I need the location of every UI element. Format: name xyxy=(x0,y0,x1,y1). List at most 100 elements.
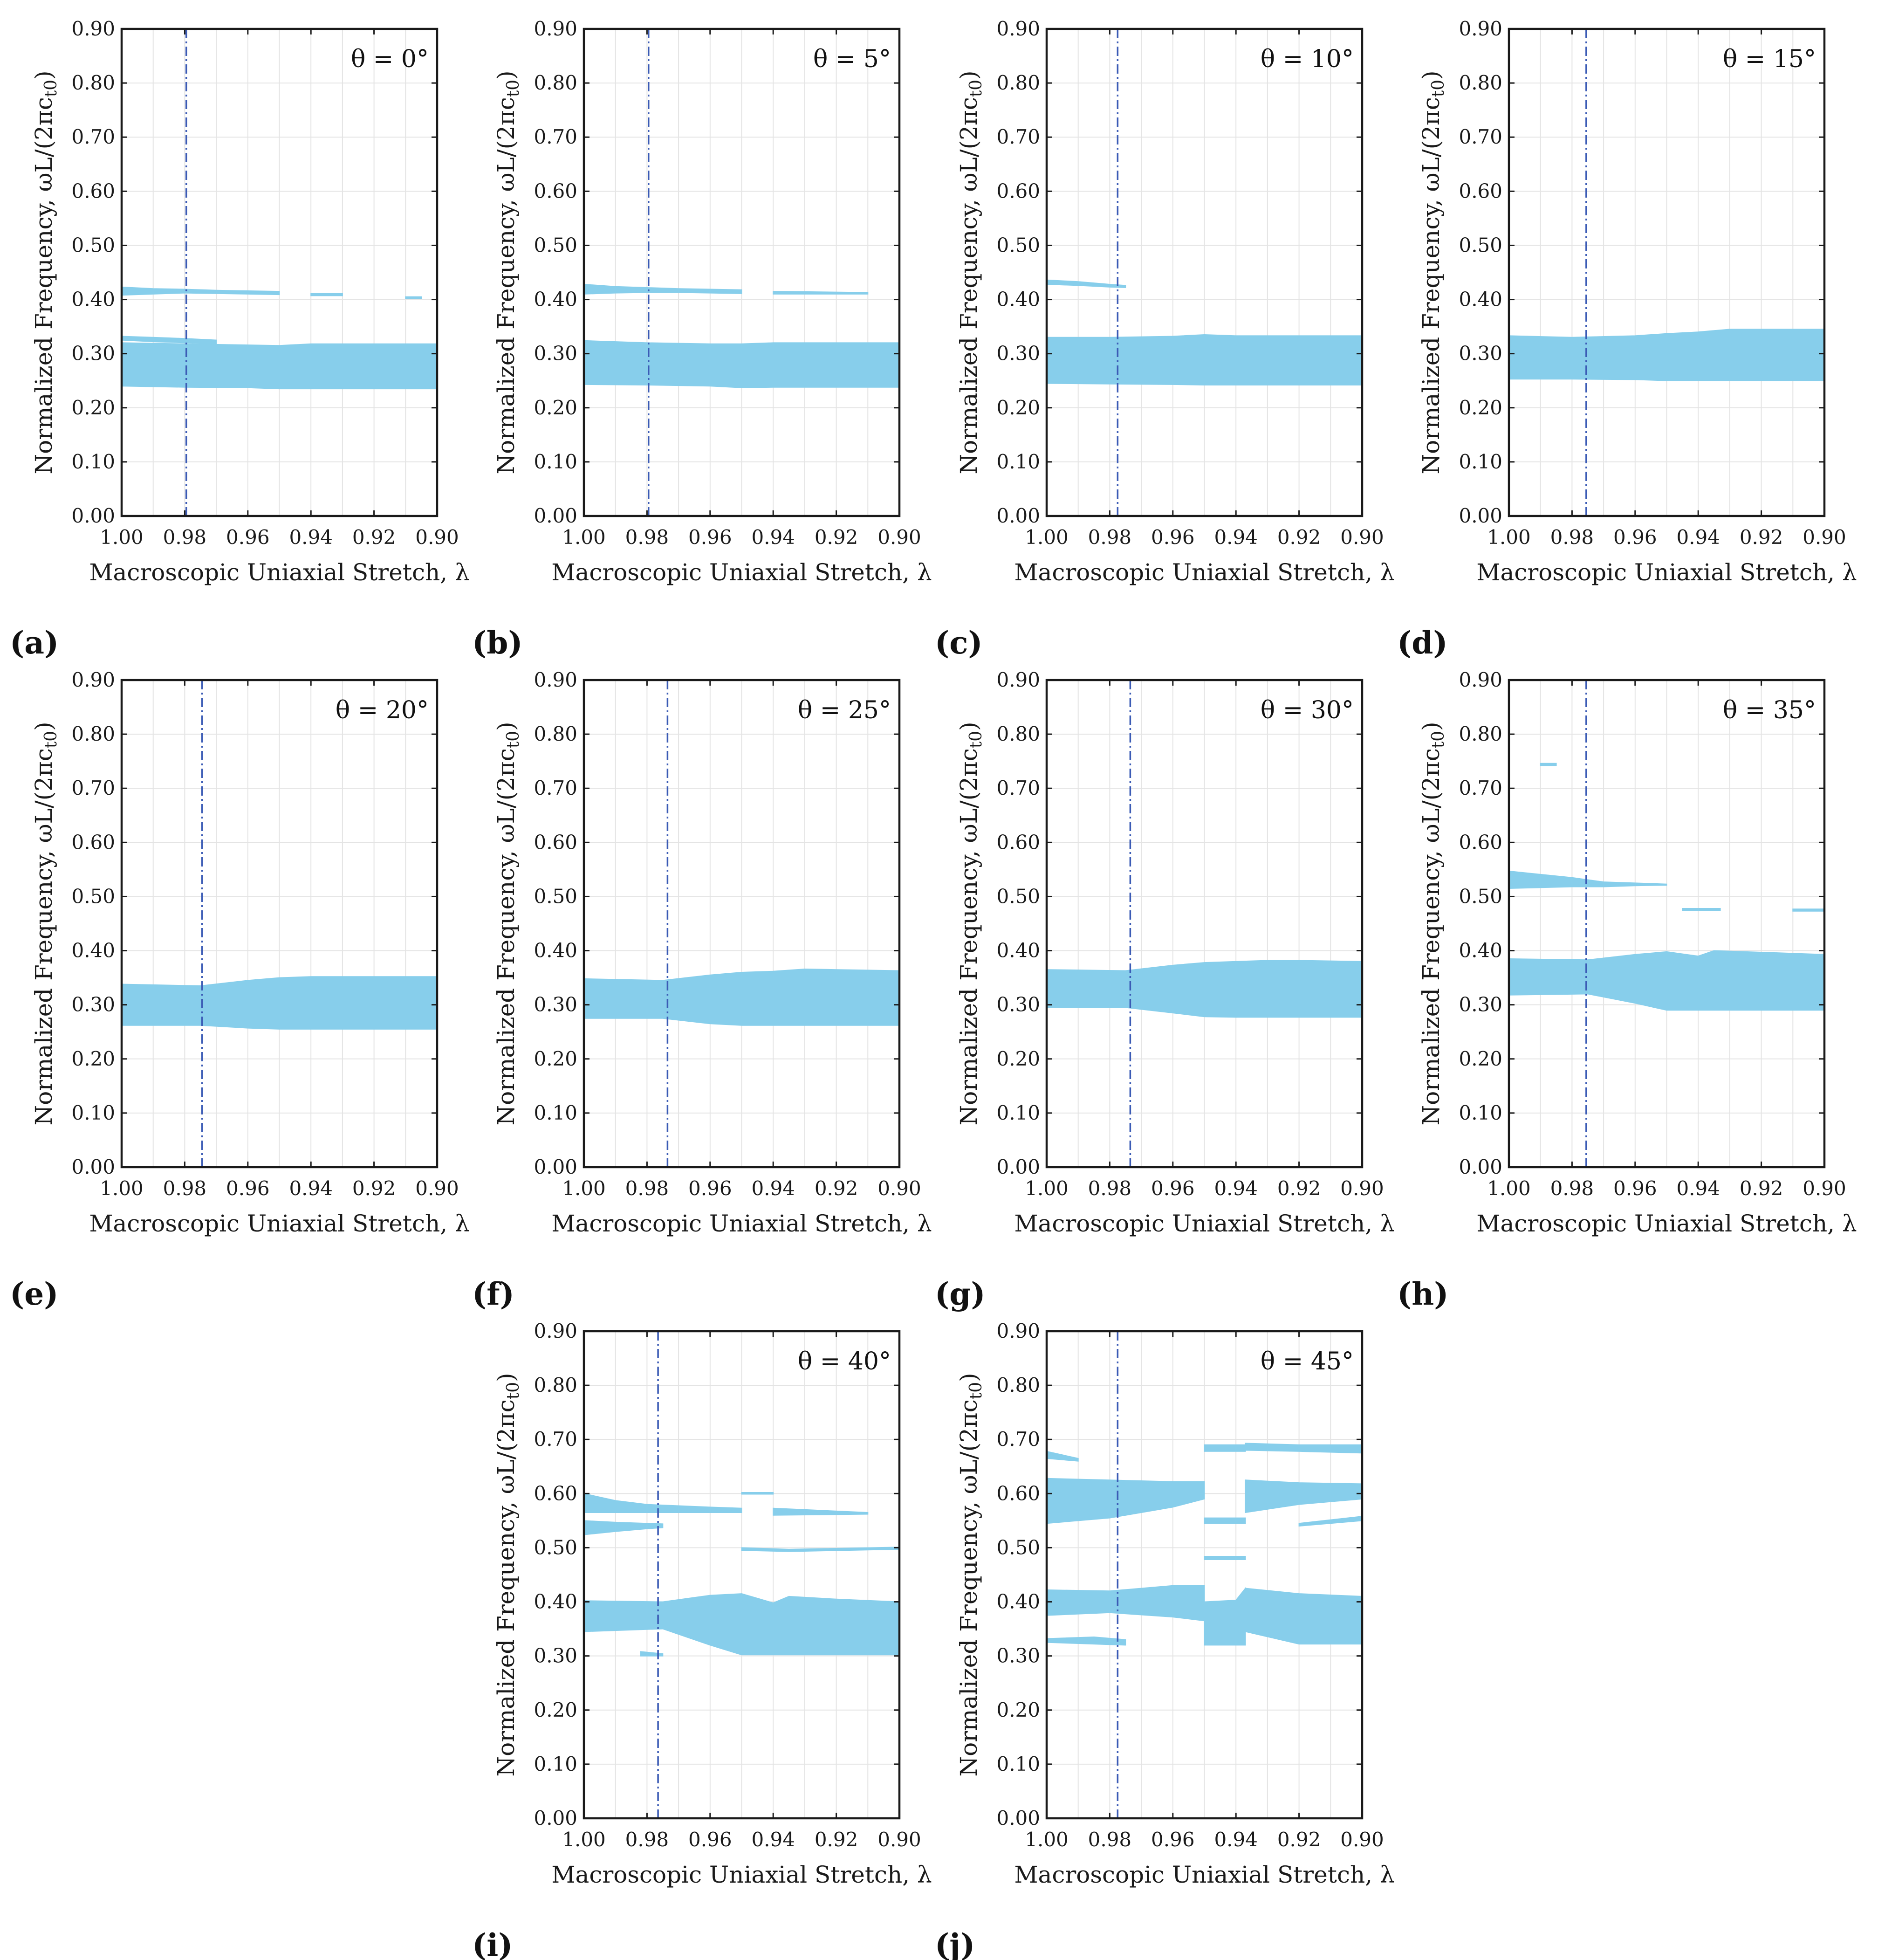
y-tick-label: 0.50 xyxy=(1459,234,1502,256)
x-tick-label: 1.00 xyxy=(100,526,144,549)
x-tick-label: 0.98 xyxy=(163,526,207,549)
y-tick-label: 0.00 xyxy=(534,504,577,527)
y-tick-label: 0.10 xyxy=(534,450,577,473)
band-gaps xyxy=(122,286,437,390)
y-tick-label: 0.40 xyxy=(534,939,577,962)
axes-frame xyxy=(1508,28,1826,517)
band-gap-region xyxy=(1245,1479,1362,1513)
x-tick-label: 0.90 xyxy=(415,1177,459,1200)
x-tick-label: 0.98 xyxy=(163,1177,207,1200)
x-tick-label: 0.94 xyxy=(1214,1177,1258,1200)
y-tick-label: 0.90 xyxy=(1459,668,1502,691)
x-tick-label: 1.00 xyxy=(562,1177,606,1200)
theta-annotation: θ = 45° xyxy=(1261,1348,1354,1375)
panel-c: 0.00 0.10 0.20 0.30 0.40 0.50 0.60 0.70 0.80 0.90… xyxy=(935,17,1395,661)
axes-frame xyxy=(1508,679,1826,1169)
band-gap-region xyxy=(773,1507,869,1516)
axes-frame xyxy=(1045,28,1364,517)
panel-label: (h) xyxy=(1397,1276,1448,1312)
y-axis-title: Normalized Frequency, ωL/(2πct0) xyxy=(1418,70,1448,474)
y-tick-label: 0.00 xyxy=(534,1807,577,1829)
x-tick-label: 0.94 xyxy=(751,1828,795,1851)
y-tick-label: 0.70 xyxy=(534,125,577,148)
band-gaps xyxy=(1047,1443,1362,1646)
x-tick-label: 0.96 xyxy=(688,1177,732,1200)
y-tick-label: 0.50 xyxy=(996,885,1040,908)
y-tick-label: 0.80 xyxy=(996,722,1040,745)
axes-frame xyxy=(1045,1330,1364,1820)
band-gap-region xyxy=(122,342,437,390)
y-tick-label: 0.90 xyxy=(996,668,1040,691)
panel-label: (c) xyxy=(935,625,983,661)
band-gap-region xyxy=(1682,908,1721,911)
x-axis-title: Macroscopic Uniaxial Stretch, λ xyxy=(1014,1210,1394,1237)
x-axis-title: Macroscopic Uniaxial Stretch, λ xyxy=(89,1210,469,1237)
axes-frame xyxy=(1045,679,1364,1169)
y-tick-label: 0.70 xyxy=(996,777,1040,799)
band-gap-region xyxy=(1047,1636,1126,1646)
y-tick-label: 0.20 xyxy=(996,1699,1040,1721)
x-tick-label: 0.92 xyxy=(815,526,858,549)
band-gap-region xyxy=(1204,1587,1246,1646)
x-tick-label: 0.92 xyxy=(352,526,396,549)
y-tick-label: 0.20 xyxy=(1459,396,1502,419)
x-tick-label: 0.98 xyxy=(625,1177,669,1200)
x-tick-label: 0.98 xyxy=(1550,526,1594,549)
y-tick-label: 0.40 xyxy=(1459,288,1502,311)
y-tick-label: 0.70 xyxy=(71,125,115,148)
axes-frame xyxy=(583,28,901,517)
y-tick-label: 0.90 xyxy=(996,17,1040,40)
band-gaps xyxy=(584,968,899,1026)
x-tick-label: 0.90 xyxy=(1340,1177,1384,1200)
band-gap-region xyxy=(1204,1517,1246,1524)
band-gap-region xyxy=(1245,1588,1362,1645)
x-axis-title: Macroscopic Uniaxial Stretch, λ xyxy=(1476,1210,1857,1237)
band-gap-region xyxy=(741,1547,899,1552)
band-gap-region xyxy=(122,336,217,344)
x-tick-label: 0.90 xyxy=(415,526,459,549)
band-gap-region xyxy=(1047,334,1362,385)
y-tick-label: 0.50 xyxy=(534,885,577,908)
y-tick-label: 0.10 xyxy=(534,1101,577,1124)
y-tick-label: 0.80 xyxy=(534,1374,577,1396)
theta-annotation: θ = 10° xyxy=(1261,45,1354,73)
x-tick-label: 0.94 xyxy=(1676,1177,1720,1200)
y-tick-label: 0.60 xyxy=(996,179,1040,202)
y-tick-label: 0.00 xyxy=(996,504,1040,527)
x-axis-title: Macroscopic Uniaxial Stretch, λ xyxy=(1014,559,1394,586)
y-tick-label: 0.20 xyxy=(71,1047,115,1070)
y-tick-label: 0.90 xyxy=(534,1320,577,1342)
x-tick-label: 0.94 xyxy=(1214,526,1258,549)
theta-annotation: θ = 40° xyxy=(798,1348,891,1375)
x-tick-label: 0.90 xyxy=(877,526,921,549)
y-tick-label: 0.30 xyxy=(534,1644,577,1667)
y-tick-label: 0.30 xyxy=(1459,342,1502,365)
y-tick-label: 0.80 xyxy=(71,722,115,745)
y-tick-label: 0.10 xyxy=(996,1753,1040,1775)
y-tick-label: 0.70 xyxy=(534,777,577,799)
theta-annotation: θ = 20° xyxy=(336,696,429,724)
theta-annotation: θ = 25° xyxy=(798,696,891,724)
y-tick-label: 0.40 xyxy=(534,1590,577,1613)
y-tick-label: 0.00 xyxy=(996,1155,1040,1178)
x-tick-label: 1.00 xyxy=(1487,1177,1531,1200)
x-tick-label: 0.98 xyxy=(625,526,669,549)
band-gap-region xyxy=(1047,1451,1079,1462)
x-tick-label: 0.92 xyxy=(352,1177,396,1200)
panel-label: (d) xyxy=(1397,625,1448,661)
theta-annotation: θ = 5° xyxy=(813,45,891,73)
band-gap-region xyxy=(584,1520,664,1535)
x-axis-title: Macroscopic Uniaxial Stretch, λ xyxy=(551,559,932,586)
y-tick-label: 0.60 xyxy=(1459,831,1502,853)
panel-label: (i) xyxy=(472,1927,513,1960)
band-gaps xyxy=(1509,763,1824,1011)
y-tick-label: 0.00 xyxy=(1459,504,1502,527)
y-tick-label: 0.30 xyxy=(996,342,1040,365)
x-tick-label: 1.00 xyxy=(562,1828,606,1851)
y-tick-label: 0.50 xyxy=(534,1536,577,1559)
band-gap-region xyxy=(773,291,869,295)
y-tick-label: 0.40 xyxy=(996,1590,1040,1613)
x-axis-title: Macroscopic Uniaxial Stretch, λ xyxy=(551,1210,932,1237)
x-tick-label: 0.96 xyxy=(1613,526,1657,549)
band-gap-region xyxy=(1245,1443,1362,1454)
